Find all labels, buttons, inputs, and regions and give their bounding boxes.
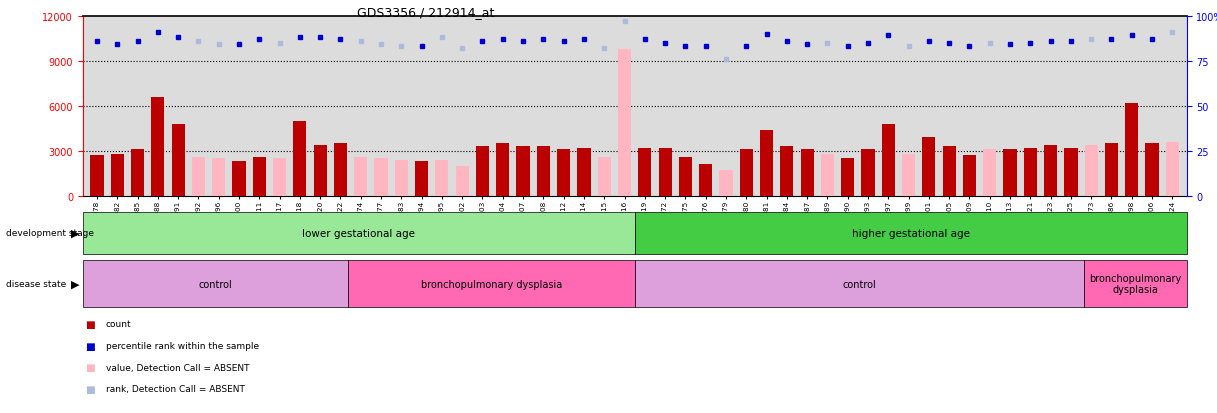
Text: ▶: ▶ (72, 279, 79, 289)
Bar (111, 154, 124, 196)
Bar (354, 157, 368, 196)
Bar (394, 160, 408, 196)
Bar (983, 150, 997, 196)
Bar (841, 159, 854, 196)
Bar (83, 260, 348, 308)
Bar (516, 147, 529, 196)
Bar (1044, 145, 1058, 196)
Bar (537, 147, 550, 196)
Bar (1004, 150, 1016, 196)
Bar (1145, 144, 1159, 196)
Bar (759, 131, 773, 196)
Text: ■: ■ (85, 384, 95, 394)
Bar (192, 157, 204, 196)
Bar (232, 162, 246, 196)
Bar (212, 159, 225, 196)
Bar (314, 145, 326, 196)
Text: ▶: ▶ (72, 228, 79, 238)
Bar (476, 147, 489, 196)
Bar (1065, 148, 1077, 196)
Text: GDS3356 / 212914_at: GDS3356 / 212914_at (358, 6, 494, 19)
Bar (415, 162, 428, 196)
Bar (1166, 142, 1179, 196)
Bar (273, 159, 286, 196)
Bar (635, 213, 1187, 254)
Bar (820, 154, 834, 196)
Bar (83, 213, 635, 254)
Text: bronchopulmonary
dysplasia: bronchopulmonary dysplasia (1089, 273, 1182, 295)
Text: disease state: disease state (6, 280, 67, 288)
Bar (348, 260, 635, 308)
Bar (1126, 103, 1138, 196)
Bar (801, 150, 814, 196)
Bar (1084, 260, 1187, 308)
Text: rank, Detection Call = ABSENT: rank, Detection Call = ABSENT (106, 384, 245, 393)
Bar (1084, 145, 1098, 196)
Text: control: control (198, 279, 232, 289)
Text: control: control (842, 279, 876, 289)
Bar (131, 150, 144, 196)
Bar (151, 97, 164, 196)
Text: development stage: development stage (6, 229, 94, 238)
Text: bronchopulmonary dysplasia: bronchopulmonary dysplasia (421, 279, 562, 289)
Bar (618, 50, 632, 196)
Bar (881, 124, 894, 196)
Bar (172, 124, 185, 196)
Text: ■: ■ (85, 362, 95, 372)
Bar (1023, 148, 1037, 196)
Bar (455, 166, 469, 196)
Bar (740, 150, 753, 196)
Bar (598, 157, 611, 196)
Text: value, Detection Call = ABSENT: value, Detection Call = ABSENT (106, 363, 249, 372)
Bar (679, 157, 692, 196)
Bar (862, 150, 875, 196)
Bar (557, 150, 571, 196)
Bar (638, 148, 651, 196)
Bar (922, 138, 936, 196)
Bar (436, 160, 449, 196)
Bar (375, 159, 388, 196)
Bar (1105, 144, 1118, 196)
Bar (635, 260, 1084, 308)
Bar (497, 144, 510, 196)
Bar (333, 144, 347, 196)
Bar (90, 156, 103, 196)
Bar (577, 148, 590, 196)
Text: percentile rank within the sample: percentile rank within the sample (106, 341, 259, 350)
Bar (253, 157, 265, 196)
Bar (719, 171, 733, 196)
Text: ■: ■ (85, 341, 95, 351)
Bar (699, 165, 712, 196)
Bar (943, 147, 955, 196)
Bar (293, 121, 307, 196)
Bar (963, 156, 976, 196)
Bar (902, 154, 915, 196)
Bar (780, 147, 793, 196)
Text: count: count (106, 320, 131, 329)
Text: higher gestational age: higher gestational age (852, 228, 970, 238)
Bar (658, 148, 672, 196)
Text: ■: ■ (85, 319, 95, 329)
Text: lower gestational age: lower gestational age (302, 228, 415, 238)
